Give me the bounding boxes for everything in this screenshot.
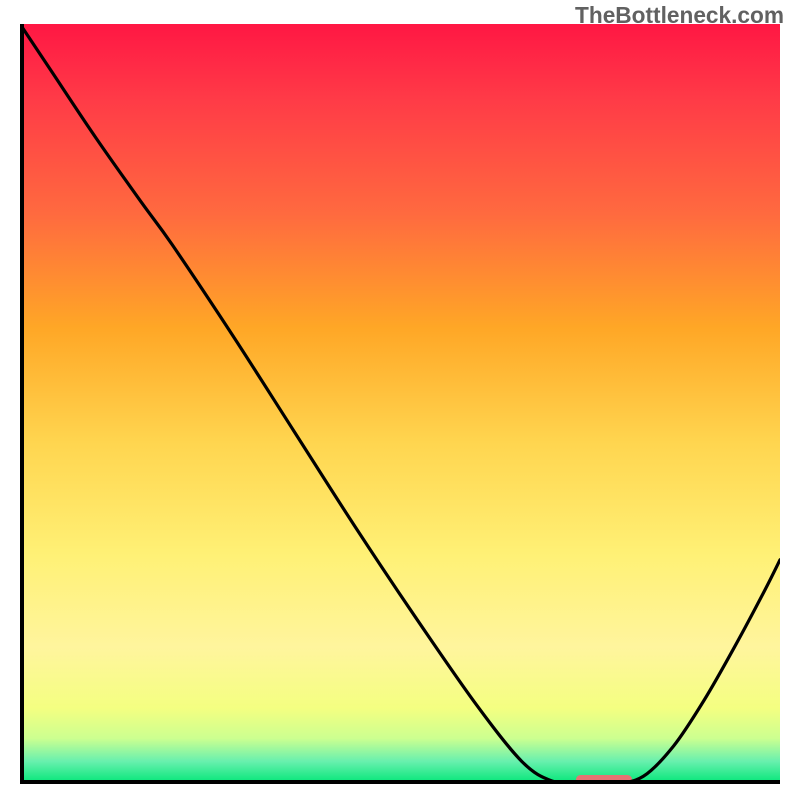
highlight-marker [576, 775, 631, 785]
chart-background-gradient [20, 24, 780, 784]
chart-plot-area [20, 24, 780, 784]
watermark-text: TheBottleneck.com [575, 2, 784, 29]
